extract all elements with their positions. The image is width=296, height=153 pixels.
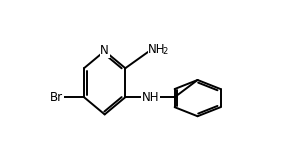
Text: NH: NH bbox=[148, 43, 166, 56]
Text: N: N bbox=[100, 45, 109, 58]
Text: 2: 2 bbox=[163, 47, 168, 56]
Text: NH: NH bbox=[142, 91, 159, 104]
Text: Br: Br bbox=[50, 91, 63, 104]
